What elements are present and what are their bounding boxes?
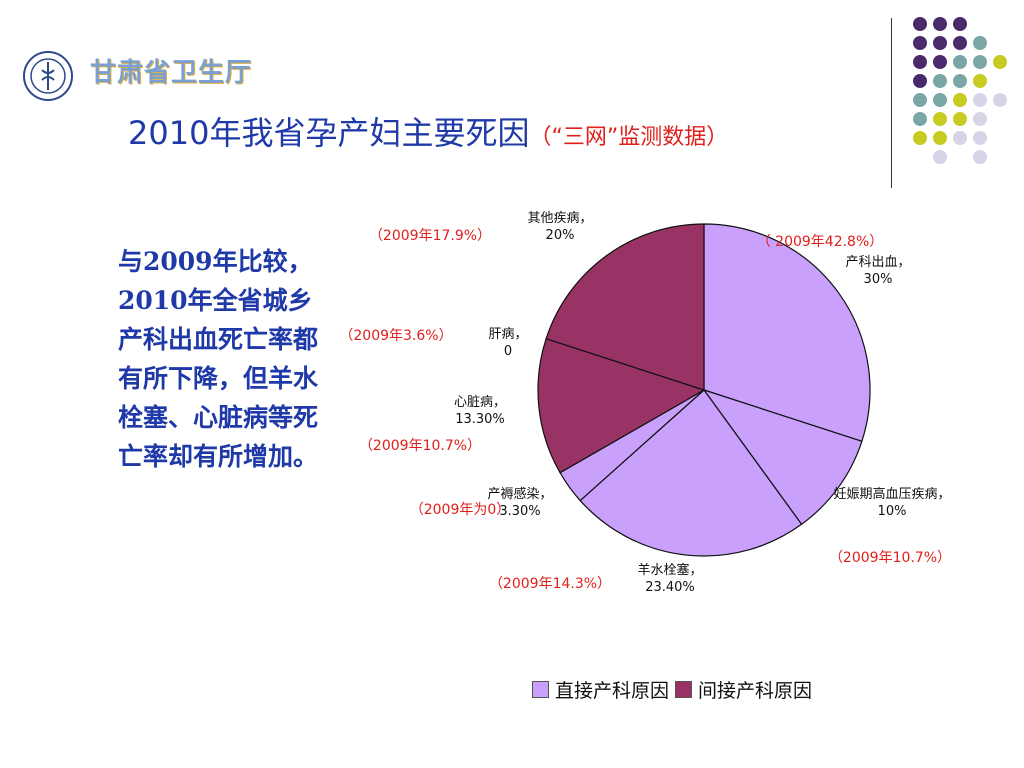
- previous-year-annotation: （2009年3.6%）: [339, 328, 452, 344]
- title-main: 2010年我省孕产妇主要死因: [128, 114, 530, 152]
- slice-name-label: 产褥感染，: [487, 486, 552, 502]
- decor-dot: [973, 112, 987, 126]
- decor-dot: [933, 17, 947, 31]
- decor-dot: [933, 36, 947, 50]
- decor-dot: [913, 74, 927, 88]
- decor-dot: [953, 93, 967, 107]
- previous-year-annotation: （2009年10.7%）: [829, 550, 951, 566]
- legend-label: 直接产科原因: [555, 680, 670, 702]
- decor-dot: [973, 150, 987, 164]
- decor-dot: [993, 55, 1007, 69]
- decor-dot: [973, 74, 987, 88]
- decor-dot: [933, 55, 947, 69]
- pie-slice: [702, 388, 863, 526]
- decor-dot: [933, 150, 947, 164]
- previous-year-annotation: （ 2009年42.8%）: [757, 234, 884, 250]
- decor-dot: [953, 55, 967, 69]
- previous-year-annotation: （2009年14.3%）: [489, 576, 611, 592]
- decor-dot: [933, 93, 947, 107]
- slide-title: 2010年我省孕产妇主要死因（“三网”监测数据）: [128, 108, 728, 154]
- previous-year-annotation: （2009年为0）: [410, 502, 511, 518]
- decor-dot: [933, 131, 947, 145]
- decor-dot: [913, 17, 927, 31]
- decor-dot: [953, 17, 967, 31]
- org-name: 甘肃省卫生厅: [90, 58, 253, 88]
- pie-slice: [703, 223, 871, 443]
- slice-name-label: 心脏病，: [454, 395, 506, 410]
- decor-dot: [913, 55, 927, 69]
- decor-dot: [953, 112, 967, 126]
- legend-swatch: [675, 681, 693, 698]
- decor-dot: [993, 93, 1007, 107]
- slice-name-label: 产科出血，: [845, 255, 910, 270]
- decor-dot: [913, 112, 927, 126]
- slice-value-label: 10%: [878, 504, 907, 519]
- decorative-dots: [913, 17, 1007, 164]
- decor-dot: [953, 74, 967, 88]
- slice-value-label: 30%: [864, 272, 893, 287]
- pie-slice: [537, 337, 706, 474]
- slice-name-label: 羊水栓塞，: [637, 562, 702, 578]
- title-sub: （“三网”监测数据）: [529, 125, 729, 150]
- previous-year-annotation: （2009年10.7%）: [359, 438, 481, 454]
- legend-swatch: [532, 681, 549, 698]
- slice-name-label: 妊娠期高血压疾病，: [833, 486, 950, 502]
- logo-emblem: [22, 50, 74, 102]
- decor-dot: [933, 112, 947, 126]
- decor-dot: [933, 74, 947, 88]
- slice-value-label: 0: [504, 344, 512, 359]
- decor-dot: [973, 131, 987, 145]
- slice-name-label: 其他疾病，: [527, 211, 592, 226]
- pie-slice: [545, 223, 705, 391]
- decor-dot: [973, 93, 987, 107]
- decor-dot: [913, 36, 927, 50]
- pie-chart: 产科出血， 30% （ 2009年42.8%） 妊娠期高血压疾病， 10% （2009年1…: [339, 211, 951, 595]
- legend-label: 间接产科原因: [698, 680, 813, 702]
- slice-value-label: 3.30%: [499, 504, 540, 519]
- slice-value-label: 23.40%: [645, 580, 695, 595]
- decor-dot: [913, 93, 927, 107]
- decor-dot: [973, 55, 987, 69]
- decor-dot: [953, 131, 967, 145]
- slice-value-label: 13.30%: [455, 412, 505, 427]
- side-text: 与2009年比较，2010年全省城乡产科出血死亡率都有所下降，但羊水栓塞、心脏病…: [118, 247, 319, 471]
- slice-value-label: 20%: [546, 228, 575, 243]
- chart-legend: 直接产科原因 间接产科原因: [532, 676, 812, 703]
- divider-line: [891, 18, 892, 188]
- slice-name-label: 肝病，: [488, 327, 527, 342]
- pie-slice: [579, 389, 803, 557]
- decor-dot: [973, 36, 987, 50]
- previous-year-annotation: （2009年17.9%）: [369, 228, 491, 244]
- decor-dot: [953, 36, 967, 50]
- decor-dot: [913, 131, 927, 145]
